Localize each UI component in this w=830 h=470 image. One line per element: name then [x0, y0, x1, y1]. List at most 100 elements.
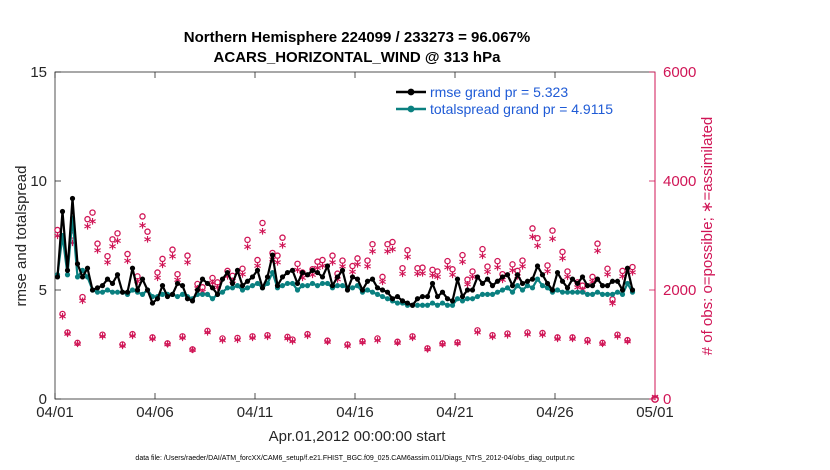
- obs-assimilated-point: *: [274, 257, 282, 273]
- obs-assimilated-point: *: [159, 260, 167, 276]
- obs-assimilated-point: *: [104, 257, 112, 273]
- rmse-point: [569, 276, 576, 282]
- obs-assimilated-point: *: [129, 331, 137, 347]
- obs-assimilated-point: *: [249, 333, 257, 349]
- rmse-point: [224, 269, 231, 276]
- obs-assimilated-point: *: [224, 272, 232, 288]
- obs-possible-point: [324, 337, 331, 344]
- obs-assimilated-point: *: [244, 242, 252, 258]
- rmse-point: [179, 283, 186, 289]
- obs-assimilated-point: *: [289, 336, 297, 352]
- x-tick-label: 04/11: [237, 404, 273, 421]
- obs-assimilated-point: *: [239, 269, 247, 285]
- obs-possible-point: [651, 395, 659, 403]
- obs-assimilated-point: *: [284, 334, 292, 350]
- obs-possible-point: [304, 330, 311, 338]
- rmse-point: [79, 274, 86, 280]
- obs-possible-point: [524, 329, 531, 336]
- obs-possible-point: [94, 240, 101, 247]
- obs-assimilated-point: *: [364, 262, 372, 278]
- rmse-point: [59, 208, 66, 215]
- obs-possible-point: [59, 310, 66, 318]
- totalspread-point: [424, 302, 431, 308]
- rmse-point: [314, 269, 321, 276]
- totalspread-point: [319, 280, 326, 287]
- rmse-point: [504, 272, 511, 278]
- y-left-tick-label: 10: [30, 173, 47, 190]
- obs-possible-point: [249, 333, 256, 340]
- rmse-point: [84, 265, 91, 271]
- totalspread-point: [584, 291, 591, 297]
- obs-assimilated-point: *: [434, 272, 442, 288]
- rmse-point: [214, 291, 221, 297]
- obs-assimilated-point: *: [384, 246, 392, 262]
- totalspread-point: [474, 293, 481, 300]
- legend: rmse grand pr = 5.323 totalspread grand …: [396, 84, 613, 117]
- obs-assimilated-point: *: [169, 251, 177, 267]
- obs-assimilated-point: *: [164, 340, 172, 356]
- obs-possible-point: [519, 257, 526, 264]
- obs-assimilated-point: *: [189, 345, 197, 361]
- rmse-point: [544, 280, 551, 287]
- totalspread-point: [269, 269, 276, 276]
- rmse-point: [449, 298, 456, 304]
- rmse-point: [244, 278, 251, 284]
- totalspread-point: [434, 302, 441, 308]
- obs-possible-point: [614, 331, 621, 338]
- obs-possible-point: [214, 279, 221, 286]
- totalspread-point: [499, 287, 506, 293]
- y-axis-right: 0 2000 4000 6000: [649, 64, 696, 408]
- chart-subtitle: ACARS_HORIZONTAL_WIND @ 313 hPa: [214, 49, 502, 66]
- rmse-point: [199, 276, 206, 282]
- rmse-point: [559, 278, 566, 284]
- obs-possible-point: [184, 252, 191, 259]
- obs-possible-point: [344, 341, 351, 348]
- obs-possible-point: [544, 262, 551, 269]
- obs-assimilated-point: *: [399, 269, 407, 285]
- obs-assimilated-point: *: [499, 275, 507, 291]
- obs-assimilated-point: *: [619, 272, 627, 288]
- rmse-point: [399, 298, 406, 304]
- obs-assimilated-point: *: [69, 238, 77, 254]
- rmse-point: [304, 272, 311, 278]
- obs-assimilated-point: *: [494, 262, 502, 278]
- obs-assimilated-point: *: [539, 330, 547, 346]
- rmse-point: [439, 289, 446, 295]
- rmse-point: [404, 300, 411, 306]
- rmse-point: [124, 289, 131, 295]
- obs-possible-point: [369, 240, 376, 248]
- rmse-point: [294, 280, 301, 287]
- totalspread-point: [524, 283, 531, 289]
- obs-assimilated-point: *: [79, 296, 87, 312]
- rmse-point: [354, 276, 361, 282]
- obs-possible-point: [259, 219, 266, 227]
- obs-possible-point: [424, 345, 431, 352]
- rmse-point: [379, 287, 386, 293]
- x-axis: 04/01 04/06 04/11 04/16 04/21 04/26 05/01: [36, 72, 674, 421]
- rmse-point: [219, 276, 226, 282]
- totalspread-point: [349, 285, 356, 291]
- rmse-point: [479, 280, 486, 287]
- obs-possible-point: [449, 266, 456, 273]
- totalspread-point: [239, 287, 246, 293]
- legend-rmse-label: rmse grand pr = 5.323: [430, 84, 568, 100]
- rmse-point: [614, 278, 621, 284]
- obs-assimilated-point: *: [344, 341, 352, 357]
- rmse-point: [454, 276, 461, 282]
- rmse-point: [349, 274, 356, 280]
- rmse-point: [414, 296, 421, 302]
- obs-assimilated-point: *: [179, 333, 187, 349]
- obs-possible-point: [454, 339, 461, 346]
- totalspread-point: [304, 283, 311, 289]
- obs-possible-point: [479, 245, 486, 253]
- rmse-point: [74, 261, 81, 267]
- totalspread-point: [624, 280, 631, 287]
- totalspread-point: [254, 280, 261, 287]
- obs-assimilated-point: *: [64, 329, 72, 345]
- rmse-point: [189, 298, 196, 304]
- obs-possible-point: [124, 250, 131, 258]
- rmse-point: [89, 287, 96, 293]
- rmse-point: [239, 283, 246, 289]
- obs-possible-point: [149, 334, 156, 341]
